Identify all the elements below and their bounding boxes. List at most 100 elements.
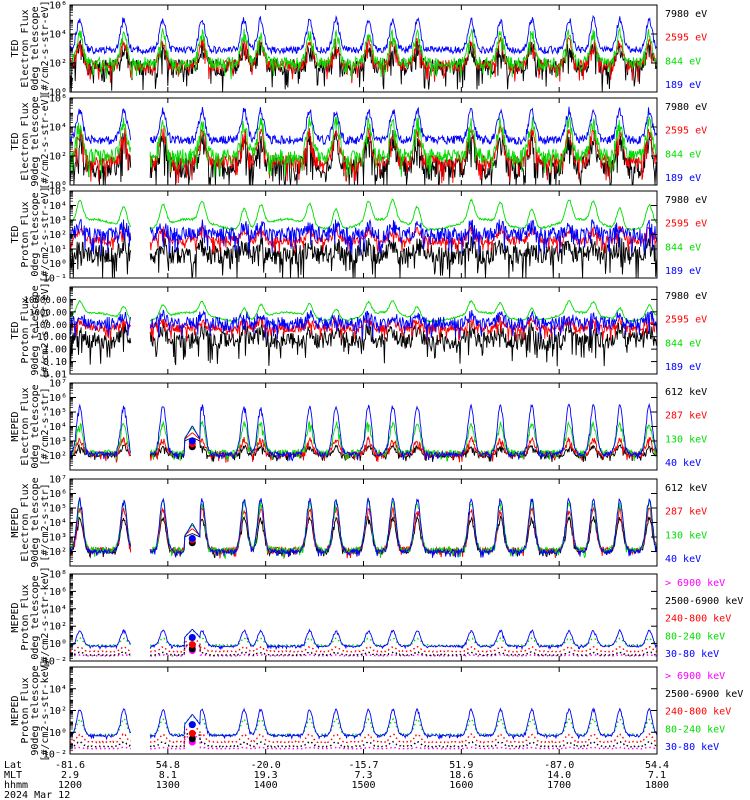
series-line--6900-kev (69, 735, 657, 750)
eclipse-point (188, 721, 196, 729)
y-tick-label: 10⁰ (49, 181, 67, 192)
x-tick-label-time: 1200 (58, 780, 82, 791)
y-tick-label: 10⁶ (49, 489, 67, 500)
y-axis-label: [#/cm2-s-str-keV] (40, 566, 51, 668)
y-tick-label: 10000.00 (24, 296, 67, 306)
y-axis-label: 90deg telescope (30, 665, 41, 755)
x-tick-label-lat: 54.4 (645, 760, 669, 771)
legend-entry: 844 eV (665, 149, 701, 160)
x-axis-row-label: hhmm (4, 780, 28, 791)
legend-entry: 844 eV (665, 338, 701, 349)
y-axis-label: Proton Flux (20, 677, 31, 743)
x-tick-label-mlt: 19.3 (254, 770, 278, 781)
legend-entry: 7980 eV (665, 102, 707, 113)
y-tick-label: 10³ (49, 533, 67, 544)
y-tick-label: 10⁸ (49, 570, 67, 581)
series-line-40-kev (69, 497, 658, 558)
y-axis-label: MEPED (10, 695, 21, 725)
legend-entry: 7980 eV (665, 9, 707, 20)
y-axis-label: 90deg telescope (30, 285, 41, 375)
legend-entry: 7980 eV (665, 195, 707, 206)
y-axis-label: TED (10, 39, 21, 57)
x-tick-label-time: 1800 (645, 780, 669, 791)
series-line-240-800-kev (69, 637, 658, 653)
y-tick-label: 10² (49, 451, 67, 462)
eclipse-point (188, 735, 196, 743)
series-line-189-ev (69, 106, 658, 146)
legend-entry: 844 eV (665, 56, 701, 67)
y-tick-label: 10⁰ (49, 259, 67, 270)
x-tick-label-lat: -20.0 (251, 760, 281, 771)
legend-entry: 612 keV (665, 387, 707, 398)
y-tick-label: 10⁰ (49, 639, 67, 650)
y-axis-label: 0deg telescope (30, 575, 41, 659)
y-tick-label: 10⁶ (49, 393, 67, 404)
series-line-7980-ev (69, 321, 658, 367)
series-line-189-ev (69, 309, 658, 340)
y-axis-label: MEPED (10, 507, 21, 537)
y-axis-label: 90deg telescope (30, 477, 41, 567)
legend-entry: 80-240 keV (665, 631, 725, 642)
y-tick-label: 10² (49, 230, 67, 241)
panel-1: 10⁰ 10² 10⁴ 10⁶ TED Electron Flux 0deg telesco… (10, 0, 707, 98)
y-axis-label: Electron Flux (20, 9, 31, 87)
legend-entry: 30-80 keV (665, 742, 719, 753)
y-tick-label: 1000.00 (29, 308, 67, 318)
y-axis-label: MEPED (10, 602, 21, 632)
y-tick-label: 10⁶ (49, 587, 67, 598)
y-axis-label: 0deg telescope (30, 384, 41, 468)
y-axis-label: Proton Flux (20, 297, 31, 363)
legend-entry: 287 keV (665, 507, 707, 518)
series-line-2500-6900-kev (69, 730, 658, 749)
legend-entry: 2595 eV (665, 126, 707, 137)
panel-7: 10⁻² 10⁰ 10² 10⁴ 10⁶ 10⁸ MEPED Proton Flux 0deg … (10, 566, 743, 668)
legend-entry: 189 eV (665, 173, 701, 184)
legend-entry: > 6900 keV (665, 671, 725, 682)
y-tick-label: 10⁻¹ (43, 274, 67, 285)
y-axis-label: Electron Flux (20, 387, 31, 465)
y-tick-label: 10⁷ (49, 475, 67, 486)
x-tick-label-time: 1300 (156, 780, 180, 791)
series-line-30-80-kev (69, 628, 658, 651)
x-tick-label-lat: -81.6 (55, 760, 85, 771)
y-tick-label: 10⁶ (49, 1, 67, 12)
y-tick-label: 1.00 (43, 345, 67, 356)
y-tick-label: 10⁴ (49, 518, 67, 529)
y-tick-label: 10⁴ (49, 123, 67, 134)
y-axis-label: MEPED (10, 411, 21, 441)
panel-6: 10² 10³ 10⁴ 10⁵ 10⁶ 10⁷ MEPED Electron Flux 90de… (10, 475, 707, 568)
series-line-130-kev (69, 498, 658, 560)
y-tick-label: 10.00 (37, 332, 67, 343)
panel-3: 10⁻¹ 10⁰ 10¹ 10² 10³ 10⁴ 10⁵ TED Proton Flux 0deg… (10, 186, 707, 284)
panel-frame (69, 478, 658, 567)
series-line-80-240-kev (69, 714, 658, 737)
y-tick-label: 10² (49, 59, 67, 70)
x-tick-label-mlt: 7.3 (354, 770, 372, 781)
legend-entry: 7980 eV (665, 291, 707, 302)
x-tick-label-mlt: 2.9 (61, 770, 79, 781)
y-tick-label: 10⁻² (43, 750, 67, 761)
series-line-40-kev (69, 402, 658, 462)
y-axis-label: Proton Flux (20, 201, 31, 267)
y-axis-label: Electron Flux (20, 102, 31, 180)
series-line-80-240-kev (69, 629, 658, 647)
panel-5: 10² 10³ 10⁴ 10⁵ 10⁶ 10⁷ MEPED Electron Flux 0deg… (10, 379, 707, 471)
legend-entry: 612 keV (665, 483, 707, 494)
y-axis-label: [#/cm2-s-str-eV] (40, 282, 51, 378)
legend-entry: 189 eV (665, 266, 701, 277)
panel-2: 10⁰ 10² 10⁴ 10⁶ TED Electron Flux 90deg telesc… (10, 93, 707, 191)
x-tick-label-time: 1700 (547, 780, 571, 791)
series-line-2595-ev (69, 315, 658, 342)
legend-entry: 30-80 keV (665, 649, 719, 660)
y-tick-label: 10⁻² (43, 657, 67, 668)
series-line-189-ev (69, 218, 658, 256)
x-axis-row-label: MLT (4, 770, 22, 781)
legend-entry: 130 keV (665, 530, 707, 541)
x-tick-label-mlt: 14.0 (547, 770, 571, 781)
legend-entry: 40 keV (665, 554, 701, 565)
y-axis-label: [#/cm2-s-str] (40, 483, 51, 561)
legend-entry: 240-800 keV (665, 614, 731, 625)
series-line-30-80-kev (69, 707, 658, 741)
panel-8: 10⁻² 10⁰ 10² 10⁴ MEPED Proton Flux 90deg teles… (10, 659, 743, 761)
